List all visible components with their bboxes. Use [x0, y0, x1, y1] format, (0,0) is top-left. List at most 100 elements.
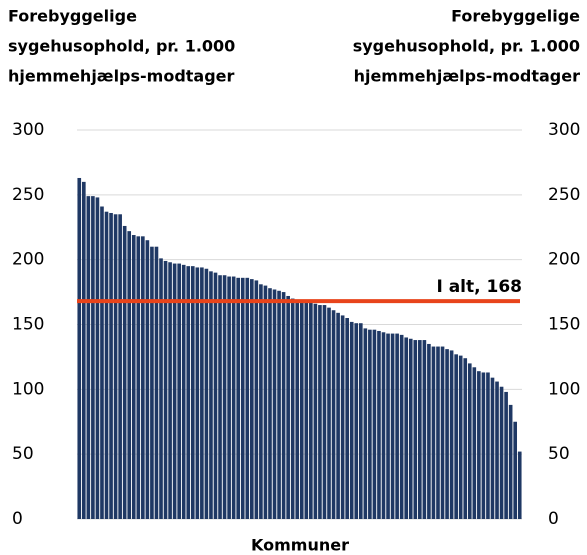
bar — [368, 329, 372, 519]
bar — [499, 386, 504, 519]
bar — [286, 295, 290, 519]
y-axis-title: Forebyggelige — [8, 7, 137, 26]
bar — [318, 305, 322, 519]
bar — [381, 332, 386, 519]
bar — [340, 315, 345, 519]
reference-label: I alt, 168 — [436, 277, 522, 297]
bar — [445, 349, 449, 519]
bar — [472, 367, 477, 519]
bar — [281, 292, 286, 519]
bar — [259, 284, 263, 519]
bar — [204, 268, 209, 519]
bar — [454, 354, 458, 519]
bar — [245, 277, 250, 519]
bar — [195, 267, 200, 519]
bar — [290, 298, 295, 519]
y2-tick-label: 150 — [548, 315, 580, 335]
bar — [386, 333, 390, 519]
bar — [413, 340, 418, 519]
bar — [250, 279, 254, 519]
bar — [508, 404, 513, 519]
bar — [363, 328, 368, 519]
bar — [477, 371, 481, 519]
bar — [327, 307, 331, 519]
bar — [336, 312, 340, 519]
y2-axis-title: Forebyggelige — [451, 7, 580, 26]
bar — [513, 421, 518, 519]
bar — [322, 305, 327, 519]
y2-tick-label: 50 — [548, 444, 570, 464]
y2-axis-title: sygehusophold, pr. 1.000 — [353, 37, 580, 56]
y2-tick-label: 200 — [548, 250, 580, 270]
y-axis-title: sygehusophold, pr. 1.000 — [8, 37, 235, 56]
bar — [200, 267, 204, 519]
bar — [159, 258, 163, 519]
bar — [154, 246, 159, 519]
y2-tick-label: 300 — [548, 120, 580, 140]
y2-tick-label: 100 — [548, 379, 580, 399]
bar — [495, 381, 499, 519]
bar — [299, 301, 304, 519]
bar — [104, 211, 109, 519]
y-tick-label: 250 — [12, 185, 44, 205]
bar — [145, 240, 150, 519]
bar — [295, 299, 300, 519]
y-tick-label: 0 — [12, 509, 23, 529]
bar — [131, 235, 136, 519]
y-tick-label: 50 — [12, 444, 34, 464]
bar — [172, 263, 177, 519]
bar — [177, 263, 181, 519]
bar — [100, 206, 104, 519]
bar — [458, 355, 463, 519]
bar — [127, 231, 132, 519]
bar — [463, 358, 468, 519]
bar — [109, 212, 113, 519]
bar — [240, 277, 245, 519]
bar — [122, 225, 127, 519]
bar — [313, 303, 318, 519]
bar — [163, 260, 168, 519]
bar — [113, 214, 118, 520]
bar — [345, 318, 349, 519]
bar — [399, 334, 404, 519]
bar — [150, 246, 154, 519]
bar — [268, 288, 272, 519]
bar — [222, 275, 227, 519]
bar — [309, 302, 313, 519]
x-axis-title: Kommuner — [251, 536, 349, 555]
bar — [490, 377, 495, 519]
bar — [141, 236, 145, 519]
y2-tick-label: 0 — [548, 509, 559, 529]
bar — [91, 196, 95, 519]
bar — [395, 333, 399, 519]
bar — [427, 343, 431, 519]
bar — [431, 346, 436, 519]
bar — [486, 372, 490, 519]
bar — [181, 264, 186, 519]
bar — [354, 323, 359, 519]
bar — [277, 290, 281, 519]
bar — [440, 346, 445, 519]
bar — [304, 301, 309, 519]
bar — [136, 236, 141, 519]
bar — [254, 280, 259, 519]
y-tick-label: 100 — [12, 379, 44, 399]
bar — [422, 340, 427, 519]
bar — [449, 350, 454, 519]
bar — [377, 330, 381, 519]
bar — [467, 363, 472, 519]
bar — [231, 276, 236, 519]
bar — [77, 177, 82, 519]
bar — [358, 323, 363, 519]
bar — [186, 266, 191, 519]
bar — [349, 321, 354, 519]
bar — [213, 272, 218, 519]
bar — [517, 451, 522, 519]
bar — [236, 277, 241, 519]
y2-axis-title: hjemmehjælps-modtager — [354, 67, 581, 86]
bar — [372, 329, 377, 519]
bar — [209, 271, 213, 519]
y-axis-title: hjemmehjælps-modtager — [8, 67, 235, 86]
bar — [481, 372, 486, 519]
